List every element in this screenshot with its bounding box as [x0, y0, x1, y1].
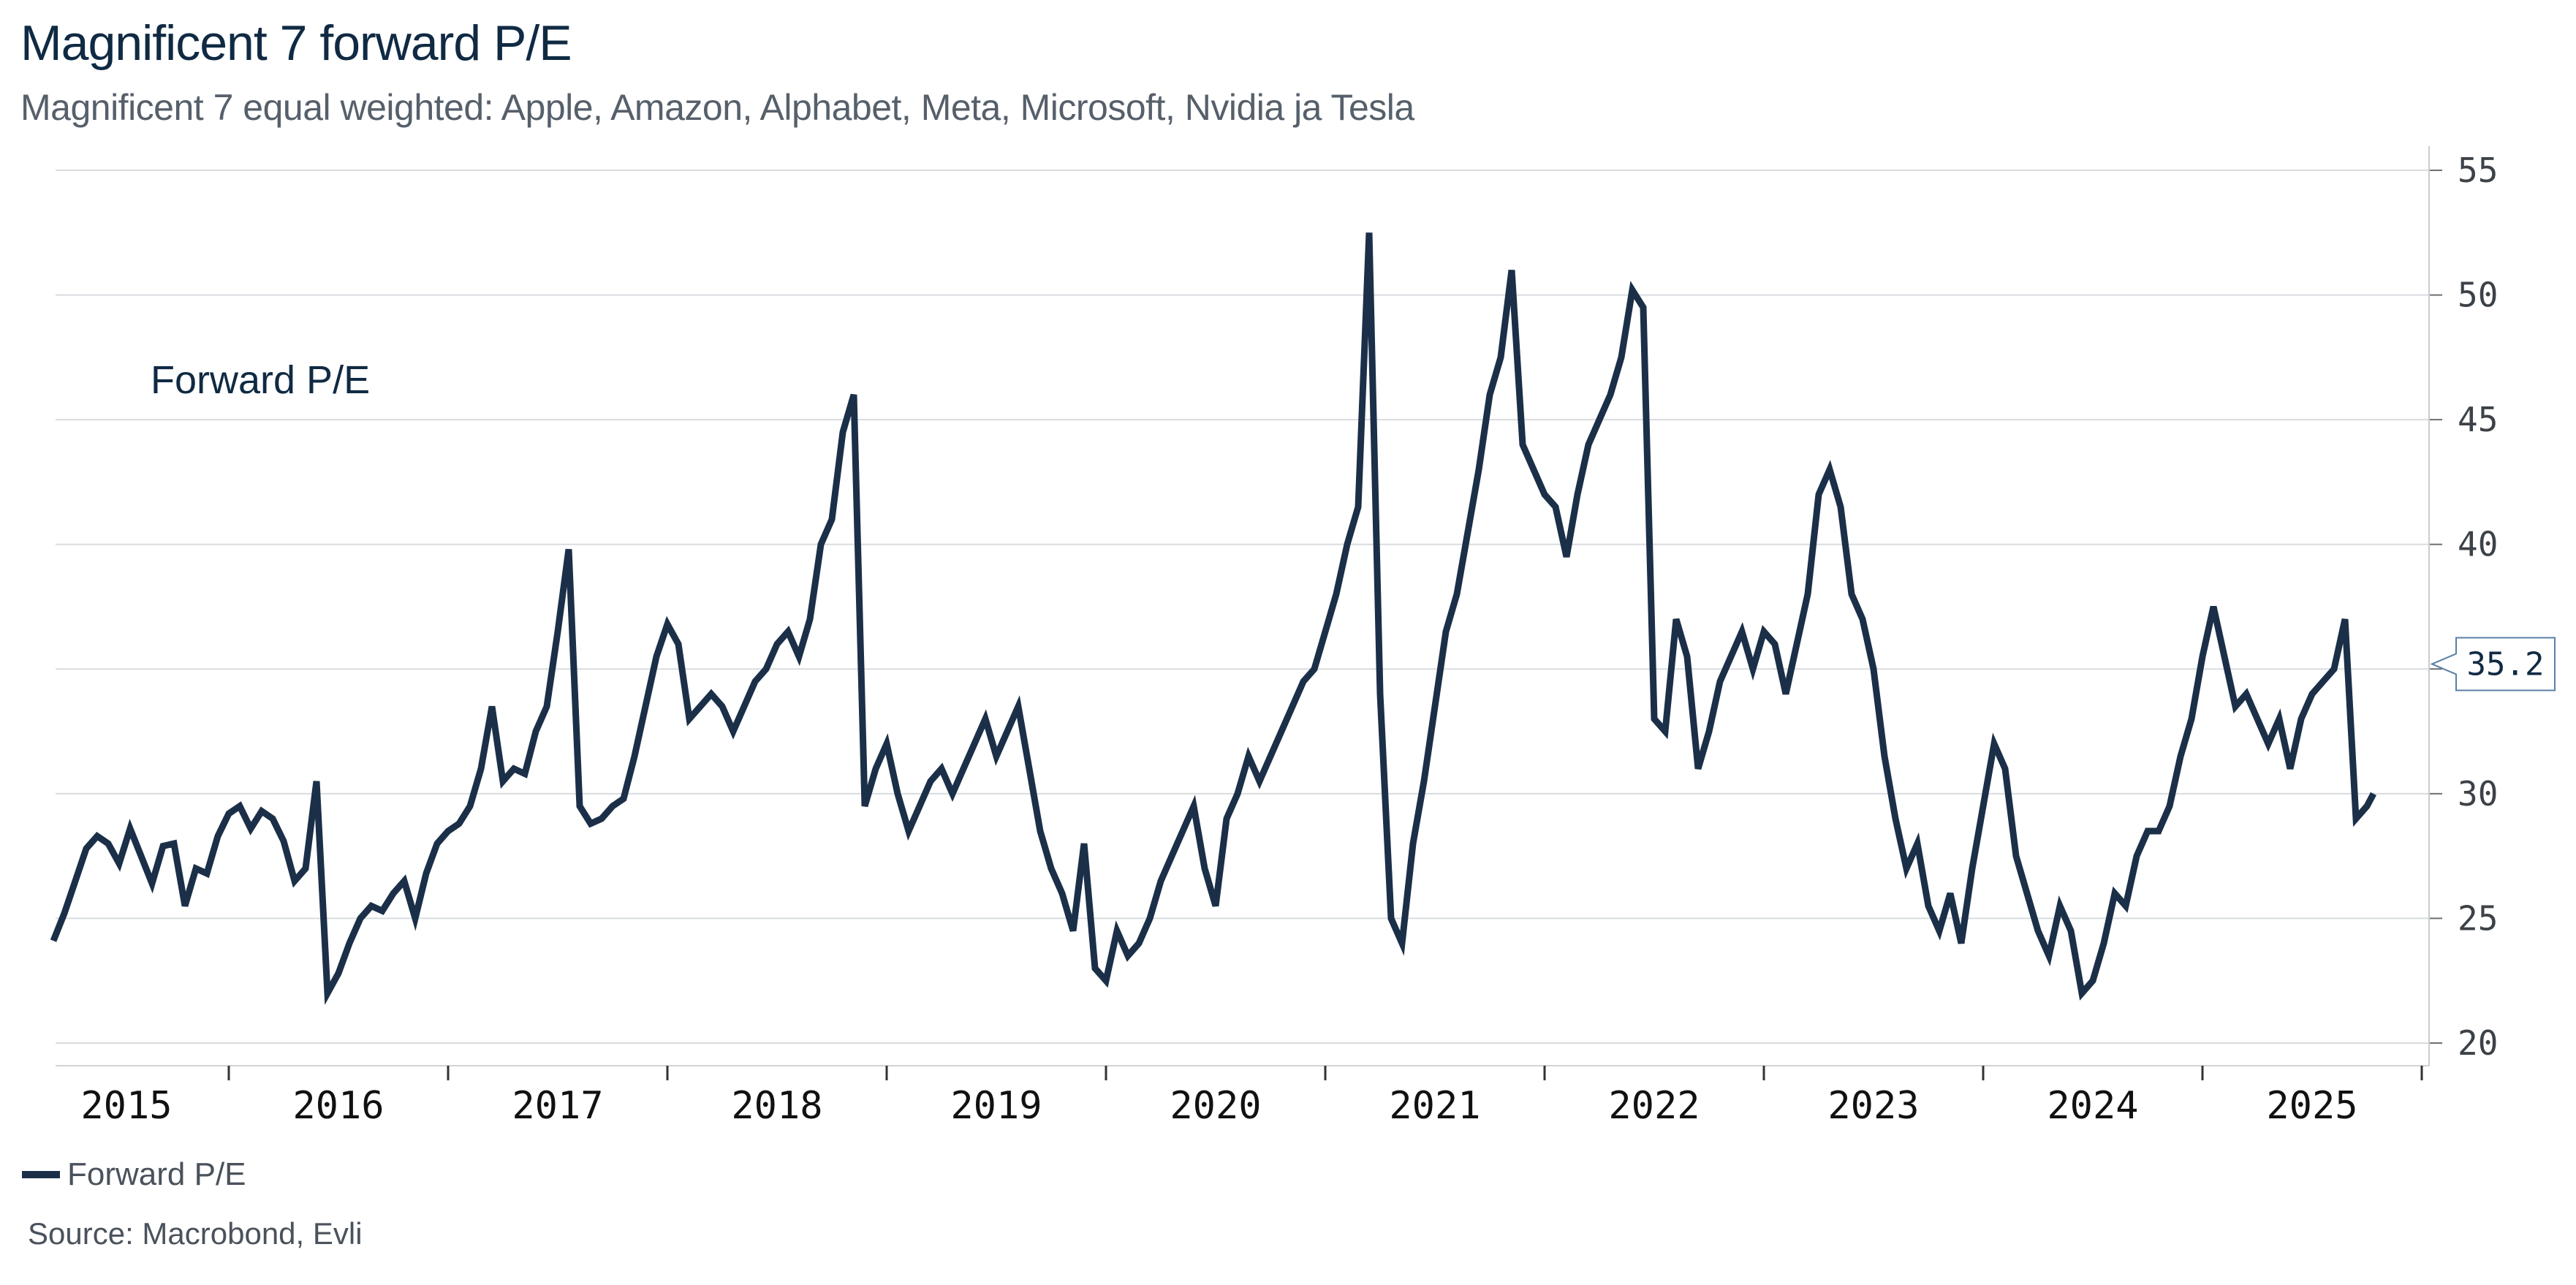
source-note: Source: Macrobond, Evli — [28, 1216, 363, 1251]
x-tick-label: 2024 — [2047, 1084, 2138, 1128]
legend-swatch — [22, 1171, 60, 1178]
x-tick-label: 2020 — [1170, 1084, 1261, 1128]
inline-series-label: Forward P/E — [151, 358, 370, 402]
x-tick-label: 2016 — [292, 1084, 384, 1128]
gridlines — [56, 170, 2429, 1044]
last-value-text: 35.2 — [2467, 645, 2545, 683]
x-tick-label: 2022 — [1608, 1084, 1700, 1128]
y-axis: 2025303540455055 — [2428, 146, 2498, 1066]
y-tick-label: 45 — [2458, 400, 2498, 439]
legend-label: Forward P/E — [67, 1156, 246, 1192]
chart-subtitle: Magnificent 7 equal weighted: Apple, Ama… — [20, 87, 1414, 128]
y-tick-label: 55 — [2458, 151, 2498, 190]
last-value-annotation: 35.2 — [2430, 637, 2556, 691]
last-value-box — [2430, 637, 2556, 691]
x-axis: 2015 2016 2017 2018 2019 2020 2021 2022 2023 2024… — [56, 1065, 2429, 1128]
x-tick-label: 2019 — [950, 1084, 1042, 1128]
x-tick-label: 2017 — [512, 1084, 603, 1128]
y-tick-label: 20 — [2458, 1023, 2498, 1063]
x-tick-label: 2021 — [1389, 1084, 1480, 1128]
y-tick-label: 50 — [2458, 276, 2498, 315]
y-tick-label: 25 — [2458, 898, 2498, 938]
series-line-forward-pe — [50, 232, 2376, 1005]
y-tick-label: 30 — [2458, 774, 2498, 814]
chart-title: Magnificent 7 forward P/E — [20, 15, 572, 71]
x-tick-label: 2015 — [80, 1084, 172, 1128]
legend: Forward P/E — [22, 1156, 246, 1193]
x-tick-label: 2023 — [1827, 1084, 1919, 1128]
series-group — [50, 232, 2376, 1005]
y-tick-label: 40 — [2458, 525, 2498, 564]
x-tick-label: 2018 — [731, 1084, 822, 1128]
x-tick-label: 2025 — [2266, 1084, 2357, 1128]
